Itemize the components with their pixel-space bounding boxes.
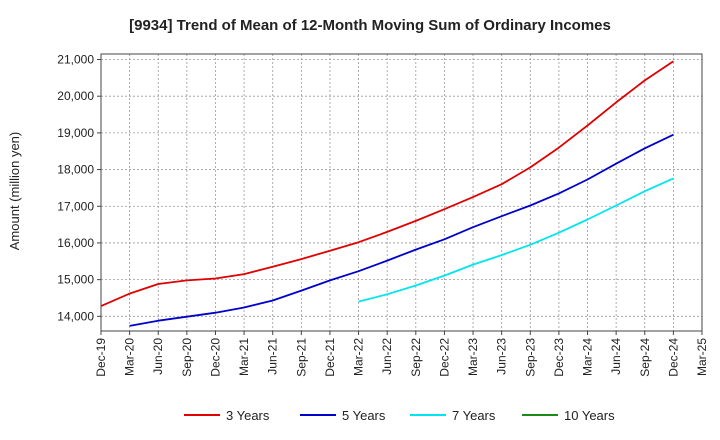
y-tick-label: 19,000 [57,126,94,140]
legend-label: 5 Years [342,408,386,423]
x-tick-label: Mar-23 [466,338,480,376]
y-tick-label: 20,000 [57,89,94,103]
x-tick-label: Mar-25 [695,338,709,376]
x-tick-label: Mar-20 [123,338,137,376]
legend: 3 Years 5 Years 7 Years 10 Years [184,408,615,423]
x-tick-label: Mar-21 [237,338,251,376]
legend-label: 10 Years [564,408,615,423]
y-tick-label: 16,000 [57,236,94,250]
x-tick-label: Sep-22 [409,338,423,377]
y-tick-label: 14,000 [57,309,94,323]
x-tick-label: Dec-20 [208,338,222,377]
x-tick-label: Dec-24 [666,338,680,377]
x-tick-label: Sep-24 [638,338,652,377]
x-tick-label: Dec-23 [552,338,566,377]
x-tick-label: Jun-21 [266,338,280,375]
chart-title: [9934] Trend of Mean of 12-Month Moving … [129,17,611,34]
series-line-5-years [129,133,674,327]
x-tick-label: Jun-24 [609,338,623,375]
plot-area: 14,000 15,000 16,000 17,000 18,000 19,000 20,0… [57,53,709,377]
legend-label: 3 Years [226,408,270,423]
x-tick-label: Sep-20 [180,338,194,377]
plot-frame [100,53,703,332]
x-tick-label: Jun-23 [495,338,509,375]
x-tick-label: Jun-20 [151,338,165,375]
x-tick-label: Dec-19 [94,338,108,377]
series-line-7-years [358,177,674,303]
x-tick-label: Dec-22 [437,338,451,377]
x-tick-label: Dec-21 [323,338,337,377]
x-tick-label: Mar-24 [581,338,595,376]
y-axis-label: Amount (million yen) [7,132,22,251]
y-tick-label: 17,000 [57,199,94,213]
x-tick-label: Sep-23 [523,338,537,377]
y-tick-label: 15,000 [57,273,94,287]
series-line-3-years [100,60,674,307]
x-tick-label: Sep-21 [294,338,308,377]
legend-label: 7 Years [452,408,496,423]
x-tick-label: Mar-22 [352,338,366,376]
y-tick-label: 18,000 [57,163,94,177]
y-tick-label: 21,000 [57,53,94,67]
x-tick-label: Jun-22 [380,338,394,375]
